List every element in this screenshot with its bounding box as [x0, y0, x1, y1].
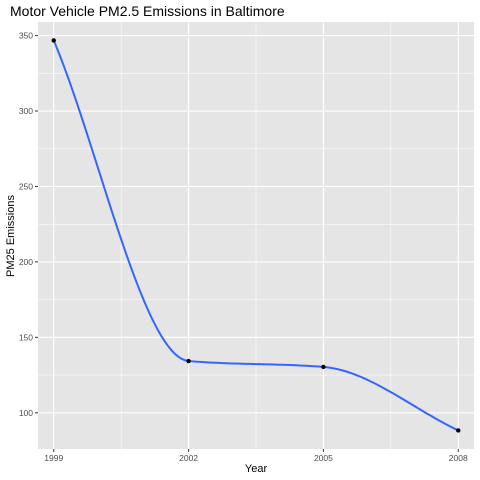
data-point	[456, 428, 461, 433]
x-axis-title: Year	[245, 463, 268, 475]
y-tick-label: 100	[19, 408, 33, 418]
chart-title: Motor Vehicle PM2.5 Emissions in Baltimo…	[10, 3, 285, 19]
series-line	[52, 40, 459, 432]
y-tick-label: 150	[19, 332, 33, 342]
axis-ticks	[35, 35, 459, 452]
y-tick-label: 250	[19, 181, 33, 191]
x-tick-label: 2005	[314, 453, 333, 463]
x-tick-label: 1999	[44, 453, 63, 463]
x-tick-label: 2008	[449, 453, 468, 463]
y-tick-label: 350	[19, 31, 33, 41]
data-points	[51, 38, 461, 433]
y-axis-title: PM25 Emissions	[5, 195, 17, 277]
data-point	[51, 38, 56, 43]
x-tick-label: 2002	[179, 453, 198, 463]
data-point	[186, 358, 191, 364]
major-grid	[38, 22, 474, 449]
data-point	[321, 364, 326, 370]
tick-labels: 1999 2002 2005 2008 100 150 200 250 300 350	[19, 31, 468, 463]
minor-grid	[38, 22, 474, 449]
y-tick-label: 200	[19, 257, 33, 267]
y-tick-label: 300	[19, 106, 33, 116]
